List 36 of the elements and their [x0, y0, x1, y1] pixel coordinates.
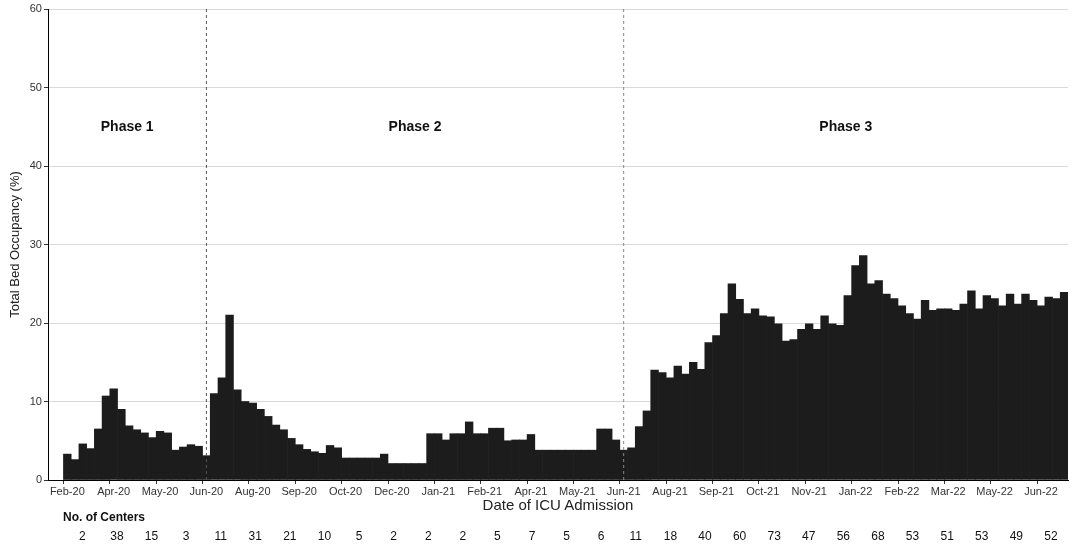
x-tick-label: Jan-21	[421, 484, 456, 497]
x-tick-label: Jun-20	[189, 484, 224, 497]
y-tick-label: 40	[29, 159, 42, 172]
x-tick-label: Apr-20	[97, 484, 131, 497]
x-tick-label: Sep-20	[281, 484, 317, 497]
y-tick-label: 60	[29, 2, 42, 15]
x-tick-label: Jun-21	[606, 484, 641, 497]
y-tick-label: 10	[29, 394, 42, 407]
x-tick-label: Oct-20	[328, 484, 363, 497]
x-tick-label: Feb-20	[49, 484, 85, 497]
annotation: Phase 3	[819, 117, 873, 134]
text: No. of Centers	[63, 510, 146, 524]
x-axis-title: Date of ICU Admission	[482, 496, 634, 514]
x-tick-label: Feb-21	[467, 484, 503, 497]
x-tick-label: Sep-21	[698, 484, 735, 497]
y-tick-label: 0	[35, 473, 42, 486]
x-tick-label: Apr-21	[514, 484, 548, 497]
x-tick-label: Jun-22	[1024, 484, 1058, 497]
x-tick-label: May-20	[141, 484, 179, 497]
annotation: Phase 1	[100, 117, 154, 134]
x-tick-label: Feb-22	[884, 484, 920, 497]
x-tick-label: Oct-21	[746, 484, 780, 497]
x-tick-label: Aug-20	[235, 484, 271, 497]
annotation: Phase 2	[388, 117, 442, 134]
y-axis-title: Total Bed Occupancy (%)	[7, 171, 23, 318]
x-tick-label: May-22	[976, 484, 1013, 497]
x-tick-label: Aug-21	[652, 484, 688, 497]
y-tick-label: 30	[29, 237, 42, 250]
x-tick-label: Dec-20	[374, 484, 410, 497]
x-tick-label: Nov-21	[791, 484, 827, 497]
x-tick-label: Mar-22	[930, 484, 966, 497]
x-tick-label: May-21	[558, 484, 596, 497]
text: 2 38 15 3 11 31 21 10 5 2 2 2 5 7 5 6 11 18 40 60 73 47 56 68 53 51 53 49 52	[78, 529, 1058, 543]
y-tick-label: 50	[29, 80, 42, 93]
y-tick-label: 20	[29, 316, 42, 329]
x-tick-label: Jan-22	[838, 484, 873, 497]
